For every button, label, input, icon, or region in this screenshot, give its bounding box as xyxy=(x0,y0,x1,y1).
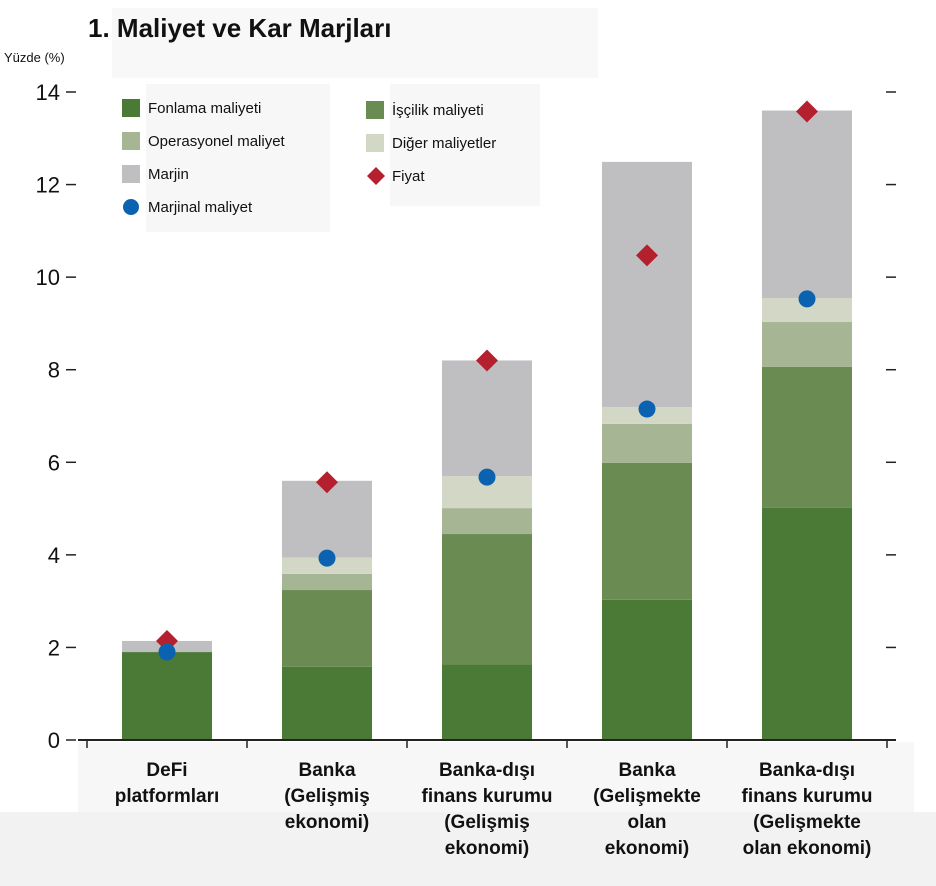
marginal-cost-marker xyxy=(158,643,176,661)
category-label-line: ekonomi) xyxy=(285,812,369,833)
bar-segment xyxy=(762,507,852,740)
legend-swatch xyxy=(122,132,140,150)
bar-segment xyxy=(602,423,692,463)
category-label-line: Banka-dışı xyxy=(759,760,855,781)
legend-panel-right xyxy=(390,84,540,206)
category-label-line: (Gelişmiş xyxy=(444,812,530,833)
price-marker xyxy=(316,471,338,494)
x-axis xyxy=(78,739,896,748)
footer-band xyxy=(0,812,936,886)
legend-swatch-circle xyxy=(123,199,139,215)
bar-segment xyxy=(602,599,692,740)
legend-label: Marjin xyxy=(148,166,189,183)
marginal-cost-marker xyxy=(318,549,336,567)
category-label: Banka-dışı finans kurumu (Gelişmiş ekonomi) xyxy=(422,760,553,859)
y-tick-label: 4 xyxy=(48,543,60,568)
bar-segment xyxy=(282,590,372,667)
y-tick-label: 2 xyxy=(48,635,60,660)
category-label-line: Banka xyxy=(618,760,675,781)
markers xyxy=(156,100,818,661)
category-panel-top xyxy=(78,742,914,812)
y-tick-label: 10 xyxy=(36,265,60,290)
category-label: Banka-dışı finans kurumu (Gelişmekte olan e… xyxy=(742,760,873,859)
legend-label: Fiyat xyxy=(392,168,425,185)
price-marker xyxy=(476,349,498,372)
chart-title: 1. Maliyet ve Kar Marjları xyxy=(88,13,391,43)
legend-swatch xyxy=(366,134,384,152)
bar-segment xyxy=(282,666,372,740)
y-tick-label: 14 xyxy=(36,80,60,105)
category-label-line: olan xyxy=(627,812,666,833)
category-label-line: finans kurumu xyxy=(422,786,553,807)
legend-swatch xyxy=(366,101,384,119)
marginal-cost-marker xyxy=(798,290,816,308)
category-label-line: (Gelişmekte xyxy=(753,812,861,833)
category-label-line: Banka-dışı xyxy=(439,760,535,781)
legend-label: Marjinal maliyet xyxy=(148,199,253,216)
title-panel xyxy=(112,8,598,78)
y-axis-label: Yüzde (%) xyxy=(4,50,65,65)
category-label: Banka (Gelişmekte olan ekonomi) xyxy=(593,760,701,859)
category-label-line: (Gelişmiş xyxy=(284,786,370,807)
bar-segment xyxy=(762,110,852,298)
marginal-cost-marker xyxy=(638,400,656,418)
y-tick-label: 8 xyxy=(48,358,60,383)
bar-segment xyxy=(602,161,692,408)
legend-label: Diğer maliyetler xyxy=(392,135,496,152)
bar-segment xyxy=(442,360,532,477)
y-axis: 0 2 4 6 8 10 12 14 xyxy=(36,80,896,753)
category-label-line: ekonomi) xyxy=(605,838,689,859)
category-label-line: ekonomi) xyxy=(445,838,529,859)
marginal-cost-marker xyxy=(478,468,496,486)
legend: Fonlama maliyeti Operasyonel maliyet Marji… xyxy=(122,99,496,216)
category-label-line: DeFi xyxy=(146,760,187,781)
category-label-line: finans kurumu xyxy=(742,786,873,807)
bar-segment xyxy=(442,664,532,740)
legend-swatch-diamond xyxy=(367,167,385,185)
y-tick-label: 12 xyxy=(36,173,60,198)
category-label-line: Banka xyxy=(298,760,355,781)
bar-segment xyxy=(762,322,852,367)
y-tick-label: 6 xyxy=(48,450,60,475)
legend-swatch xyxy=(122,165,140,183)
legend-swatch xyxy=(122,99,140,117)
bar-segment xyxy=(122,652,212,740)
category-label-line: platformları xyxy=(115,786,220,807)
bar-segment xyxy=(602,462,692,600)
category-label-line: (Gelişmekte xyxy=(593,786,701,807)
legend-label: Fonlama maliyeti xyxy=(148,100,261,117)
bar-segment xyxy=(282,573,372,591)
legend-panel-left xyxy=(146,84,330,232)
bars xyxy=(122,110,852,740)
category-label: DeFi platformları xyxy=(115,760,220,807)
legend-label: Operasyonel maliyet xyxy=(148,133,286,150)
price-marker xyxy=(636,244,658,267)
legend-label: İşçilik maliyeti xyxy=(392,101,484,119)
y-tick-label: 0 xyxy=(48,728,60,753)
bar-segment xyxy=(762,366,852,508)
bar-segment xyxy=(442,508,532,535)
bar-segment xyxy=(442,534,532,665)
price-marker xyxy=(796,100,818,123)
category-label: Banka (Gelişmiş ekonomi) xyxy=(284,760,370,833)
category-label-line: olan ekonomi) xyxy=(743,838,872,859)
bar-segment xyxy=(282,480,372,558)
